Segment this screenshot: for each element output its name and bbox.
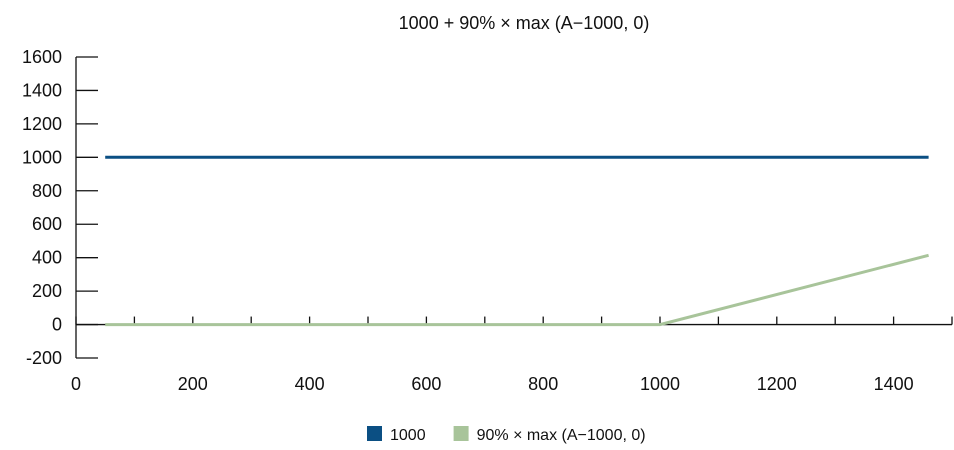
y-tick-label: 1600 <box>22 47 62 67</box>
legend: 1000 90% × max (A−1000, 0) <box>367 426 646 444</box>
x-tick-label: 1200 <box>757 374 797 394</box>
x-tick-label: 400 <box>295 374 325 394</box>
x-axis: 0 200 400 600 800 1000 1200 1400 <box>71 316 953 394</box>
y-tick-label: 600 <box>32 214 62 234</box>
chart-title: 1000 + 90% × max (A−1000, 0) <box>399 13 650 33</box>
series-line-2 <box>105 253 929 327</box>
y-tick-label: 400 <box>32 248 62 268</box>
y-tick-label: 200 <box>32 281 62 301</box>
y-tick-label: 800 <box>32 181 62 201</box>
x-tick-label: 1000 <box>640 374 680 394</box>
y-tick-label: -200 <box>26 348 62 368</box>
x-tick-label: 600 <box>411 374 441 394</box>
legend-label-1: 1000 <box>390 427 426 444</box>
y-tick-label: 1400 <box>22 80 62 100</box>
y-tick-label: 1200 <box>22 114 62 134</box>
x-tick-label: 200 <box>178 374 208 394</box>
series-layer <box>105 155 929 327</box>
x-tick-label: 1400 <box>874 374 914 394</box>
x-tick-label: 0 <box>71 374 81 394</box>
x-tick-label: 800 <box>528 374 558 394</box>
legend-swatch-1 <box>367 426 382 441</box>
y-tick-label: 1000 <box>22 147 62 167</box>
y-tick-label: 0 <box>52 315 62 335</box>
y-axis: -200 0 200 400 600 800 1000 1200 1400 1600 <box>22 47 98 368</box>
legend-label-2: 90% × max (A−1000, 0) <box>477 427 646 444</box>
legend-swatch-2 <box>453 426 469 441</box>
